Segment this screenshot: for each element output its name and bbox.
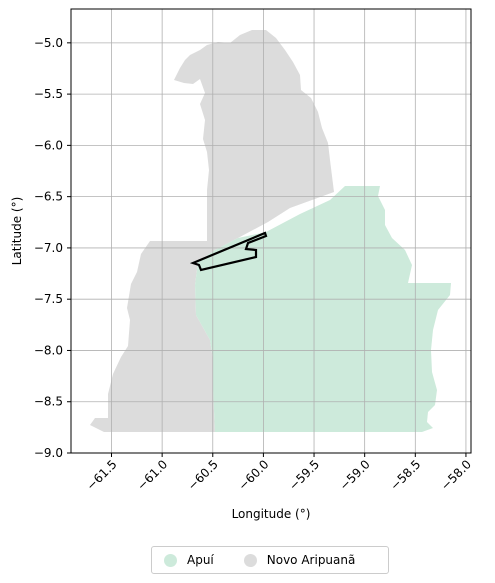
x-tick-label: −58.0 (438, 457, 474, 493)
region-novo-aripuana (90, 30, 334, 432)
plot-frame (70, 8, 472, 454)
y-tick-label: −5.0 (34, 36, 63, 50)
y-tick-label: −7.0 (34, 241, 63, 255)
legend-label-novo-aripuana: Novo Aripuanã (266, 553, 356, 567)
x-tick-label: −58.5 (388, 457, 424, 493)
x-tick-label: −59.5 (286, 457, 322, 493)
legend-item-novo-aripuana: Novo Aripuanã (243, 553, 356, 567)
legend-marker-apui (164, 553, 177, 567)
y-tick-label: −8.0 (34, 343, 63, 357)
legend-item-apui: Apuí (164, 553, 214, 567)
y-tick-label: −8.5 (34, 395, 63, 409)
x-tick-label: −60.5 (185, 457, 221, 493)
legend: Apuí Novo Aripuanã (151, 546, 389, 574)
x-tick-label: −59.0 (337, 457, 373, 493)
y-tick-label: −6.0 (34, 138, 63, 152)
y-axis-label: Latitude (°) (10, 197, 24, 266)
y-tick-label: −5.5 (34, 87, 63, 101)
x-tick-label: −60.0 (236, 457, 272, 493)
x-tick-label: −61.0 (134, 457, 170, 493)
selection-outline (189, 231, 268, 272)
x-axis-ticks: −61.5 −61.0 −60.5 −60.0 −59.5 −59.0 −58.5 −58.0 (84, 453, 474, 493)
legend-label-apui: Apuí (187, 553, 214, 567)
y-axis-ticks: −5.0 −5.5 −6.0 −6.5 −7.0 −7.5 −8.0 −8.5 −9.0 (34, 36, 71, 460)
x-tick-label: −61.5 (84, 457, 120, 493)
legend-marker-novo-aripuana (243, 553, 257, 567)
y-tick-label: −7.5 (34, 292, 63, 306)
x-axis-label: Longitude (°) (232, 507, 311, 521)
region-apui (195, 186, 451, 432)
map-regions (90, 30, 451, 432)
selection-outline-shape (189, 231, 268, 272)
y-tick-label: −6.5 (34, 190, 63, 204)
y-tick-label: −9.0 (34, 446, 63, 460)
